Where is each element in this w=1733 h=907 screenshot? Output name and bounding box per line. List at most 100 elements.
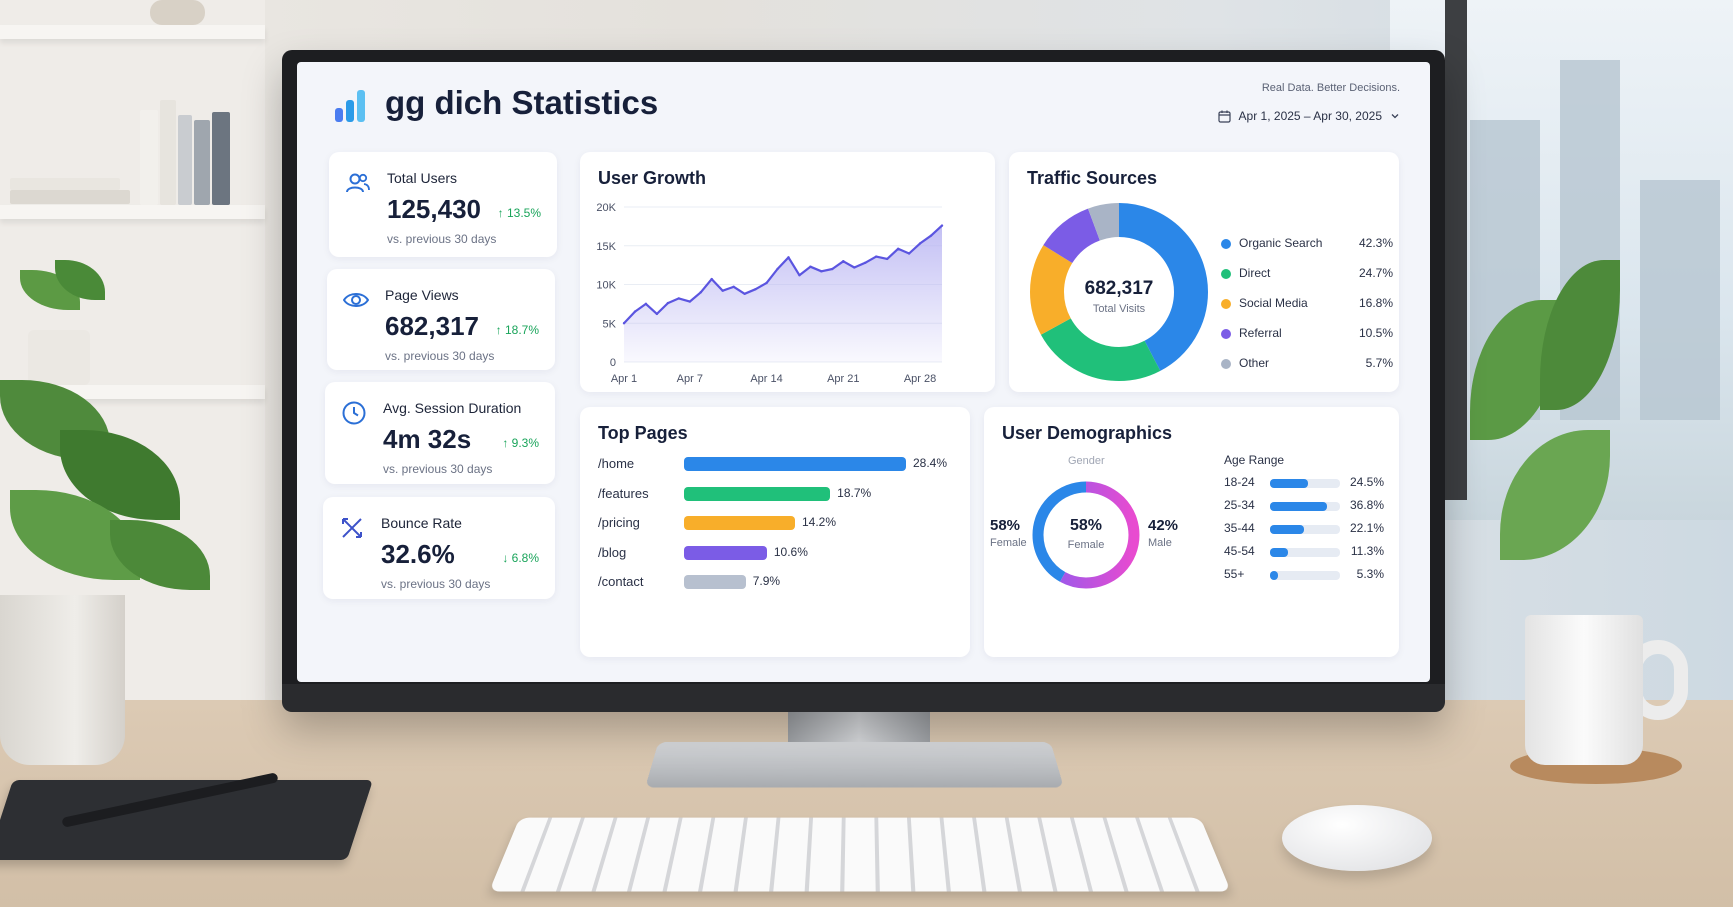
traffic-total-value: 682,317 bbox=[1085, 278, 1154, 299]
card-title: Traffic Sources bbox=[1027, 168, 1157, 189]
kpi-label: Bounce Rate bbox=[381, 515, 462, 531]
page-path: /pricing bbox=[598, 515, 640, 530]
kpi-value: 4m 32s bbox=[383, 424, 471, 455]
age-share: 5.3% bbox=[1357, 567, 1384, 581]
keyboard[interactable] bbox=[489, 818, 1231, 892]
page-bar bbox=[684, 546, 767, 560]
growth-point bbox=[919, 242, 921, 244]
page-bar bbox=[684, 575, 746, 589]
growth-point bbox=[743, 293, 745, 295]
age-range-title: Age Range bbox=[1224, 453, 1284, 467]
x-tick-label: Apr 28 bbox=[904, 373, 936, 385]
growth-point bbox=[700, 291, 702, 293]
growth-point bbox=[930, 234, 932, 236]
age-bar-track bbox=[1270, 548, 1340, 557]
kpi-card-bounce-rate[interactable]: Bounce Rate 32.6% ↓ 6.8% vs. previous 30… bbox=[323, 497, 555, 599]
book-shape bbox=[212, 112, 230, 205]
age-bar bbox=[1270, 571, 1278, 580]
kpi-comparison: vs. previous 30 days bbox=[381, 577, 490, 591]
traffic-legend-item[interactable]: Social Media 16.8% bbox=[1221, 296, 1393, 312]
growth-point bbox=[798, 274, 800, 276]
book-shape bbox=[160, 100, 176, 205]
card-title: User Demographics bbox=[1002, 423, 1172, 444]
growth-point bbox=[908, 252, 910, 254]
traffic-donut-chart[interactable]: 682,317 Total Visits bbox=[1019, 192, 1219, 392]
age-share: 24.5% bbox=[1350, 475, 1384, 489]
vase-shape bbox=[150, 0, 205, 25]
female-side-value: 58% bbox=[990, 517, 1020, 534]
growth-point bbox=[864, 262, 866, 264]
age-label: 55+ bbox=[1224, 567, 1244, 581]
age-share: 22.1% bbox=[1350, 521, 1384, 535]
growth-point bbox=[711, 278, 713, 280]
coffee-mug bbox=[1525, 615, 1643, 765]
shelf-board bbox=[0, 205, 265, 219]
top-page-row[interactable]: /contact 7.9% bbox=[598, 572, 950, 592]
clock-icon bbox=[341, 400, 367, 426]
growth-point bbox=[853, 266, 855, 268]
page-path: /features bbox=[598, 486, 649, 501]
top-page-row[interactable]: /pricing 14.2% bbox=[598, 513, 950, 533]
small-pot-shape bbox=[28, 330, 90, 385]
user-demographics-card: User Demographics Gender 58% Female 58% … bbox=[984, 407, 1399, 657]
growth-point bbox=[645, 303, 647, 305]
growth-point bbox=[721, 290, 723, 292]
age-bar-track bbox=[1270, 571, 1340, 580]
kpi-card-page-views[interactable]: Page Views 682,317 ↑ 18.7% vs. previous … bbox=[327, 269, 555, 370]
kpi-card-total-users[interactable]: Total Users 125,430 ↑ 13.5% vs. previous… bbox=[329, 152, 557, 257]
age-share: 11.3% bbox=[1351, 544, 1384, 558]
top-page-row[interactable]: /blog 10.6% bbox=[598, 543, 950, 563]
traffic-legend-item[interactable]: Organic Search 42.3% bbox=[1221, 236, 1393, 252]
legend-dot bbox=[1221, 269, 1231, 279]
male-value: 42% bbox=[1148, 517, 1178, 534]
mouse[interactable] bbox=[1282, 805, 1432, 871]
traffic-legend-item[interactable]: Direct 24.7% bbox=[1221, 266, 1393, 282]
growth-point bbox=[897, 248, 899, 250]
growth-point bbox=[656, 313, 658, 315]
top-page-row[interactable]: /features 18.7% bbox=[598, 484, 950, 504]
traffic-legend-item[interactable]: Other 5.7% bbox=[1221, 356, 1393, 372]
date-range-picker[interactable]: Apr 1, 2025 – Apr 30, 2025 bbox=[1218, 109, 1400, 123]
legend-label: Social Media bbox=[1239, 296, 1308, 310]
growth-point bbox=[634, 310, 636, 312]
date-range-label: Apr 1, 2025 – Apr 30, 2025 bbox=[1239, 109, 1382, 123]
age-label: 18-24 bbox=[1224, 475, 1255, 489]
growth-point bbox=[831, 268, 833, 270]
top-page-row[interactable]: /home 28.4% bbox=[598, 454, 950, 474]
growth-point bbox=[623, 322, 625, 324]
traffic-legend-item[interactable]: Referral 10.5% bbox=[1221, 326, 1393, 342]
building-shape bbox=[1640, 180, 1720, 420]
page-share: 14.2% bbox=[802, 515, 836, 529]
shelf-board bbox=[0, 25, 265, 39]
kpi-change: ↓ 6.8% bbox=[502, 551, 539, 565]
age-row: 25-34 36.8% bbox=[1224, 498, 1384, 516]
user-growth-chart[interactable]: 0 5K 10K 15K 20K Apr 1 Apr 7 Apr 14 Apr 21 Apr 28 bbox=[580, 152, 995, 392]
monitor-chin bbox=[282, 684, 1445, 712]
page-bar bbox=[684, 516, 795, 530]
kpi-label: Avg. Session Duration bbox=[383, 400, 521, 416]
user-growth-card: User Growth 0 5K 10K 15K 20K Apr 1 Apr 7 Apr 14… bbox=[580, 152, 995, 392]
logo-bar bbox=[357, 90, 365, 122]
x-tick-label: Apr 21 bbox=[827, 373, 859, 385]
growth-point bbox=[809, 265, 811, 267]
kpi-value: 682,317 bbox=[385, 311, 479, 342]
y-tick-label: 20K bbox=[596, 202, 616, 214]
traffic-total-label: Total Visits bbox=[1093, 303, 1146, 315]
growth-point bbox=[787, 256, 789, 258]
age-bar-track bbox=[1270, 479, 1340, 488]
age-bar bbox=[1270, 479, 1308, 488]
gender-ring-chart[interactable] bbox=[1026, 475, 1146, 595]
age-row: 45-54 11.3% bbox=[1224, 544, 1384, 562]
growth-point bbox=[820, 270, 822, 272]
monitor-stand-base bbox=[645, 742, 1064, 787]
gender-label: Gender bbox=[1068, 455, 1105, 467]
growth-point bbox=[875, 255, 877, 257]
users-icon bbox=[345, 170, 371, 196]
card-title: Top Pages bbox=[598, 423, 688, 444]
chevron-down-icon bbox=[1390, 111, 1400, 121]
page-title: gg dich Statistics bbox=[385, 84, 658, 122]
legend-dot bbox=[1221, 239, 1231, 249]
kpi-card-session-duration[interactable]: Avg. Session Duration 4m 32s ↑ 9.3% vs. … bbox=[325, 382, 555, 484]
app-logo bbox=[335, 90, 375, 122]
age-row: 35-44 22.1% bbox=[1224, 521, 1384, 539]
